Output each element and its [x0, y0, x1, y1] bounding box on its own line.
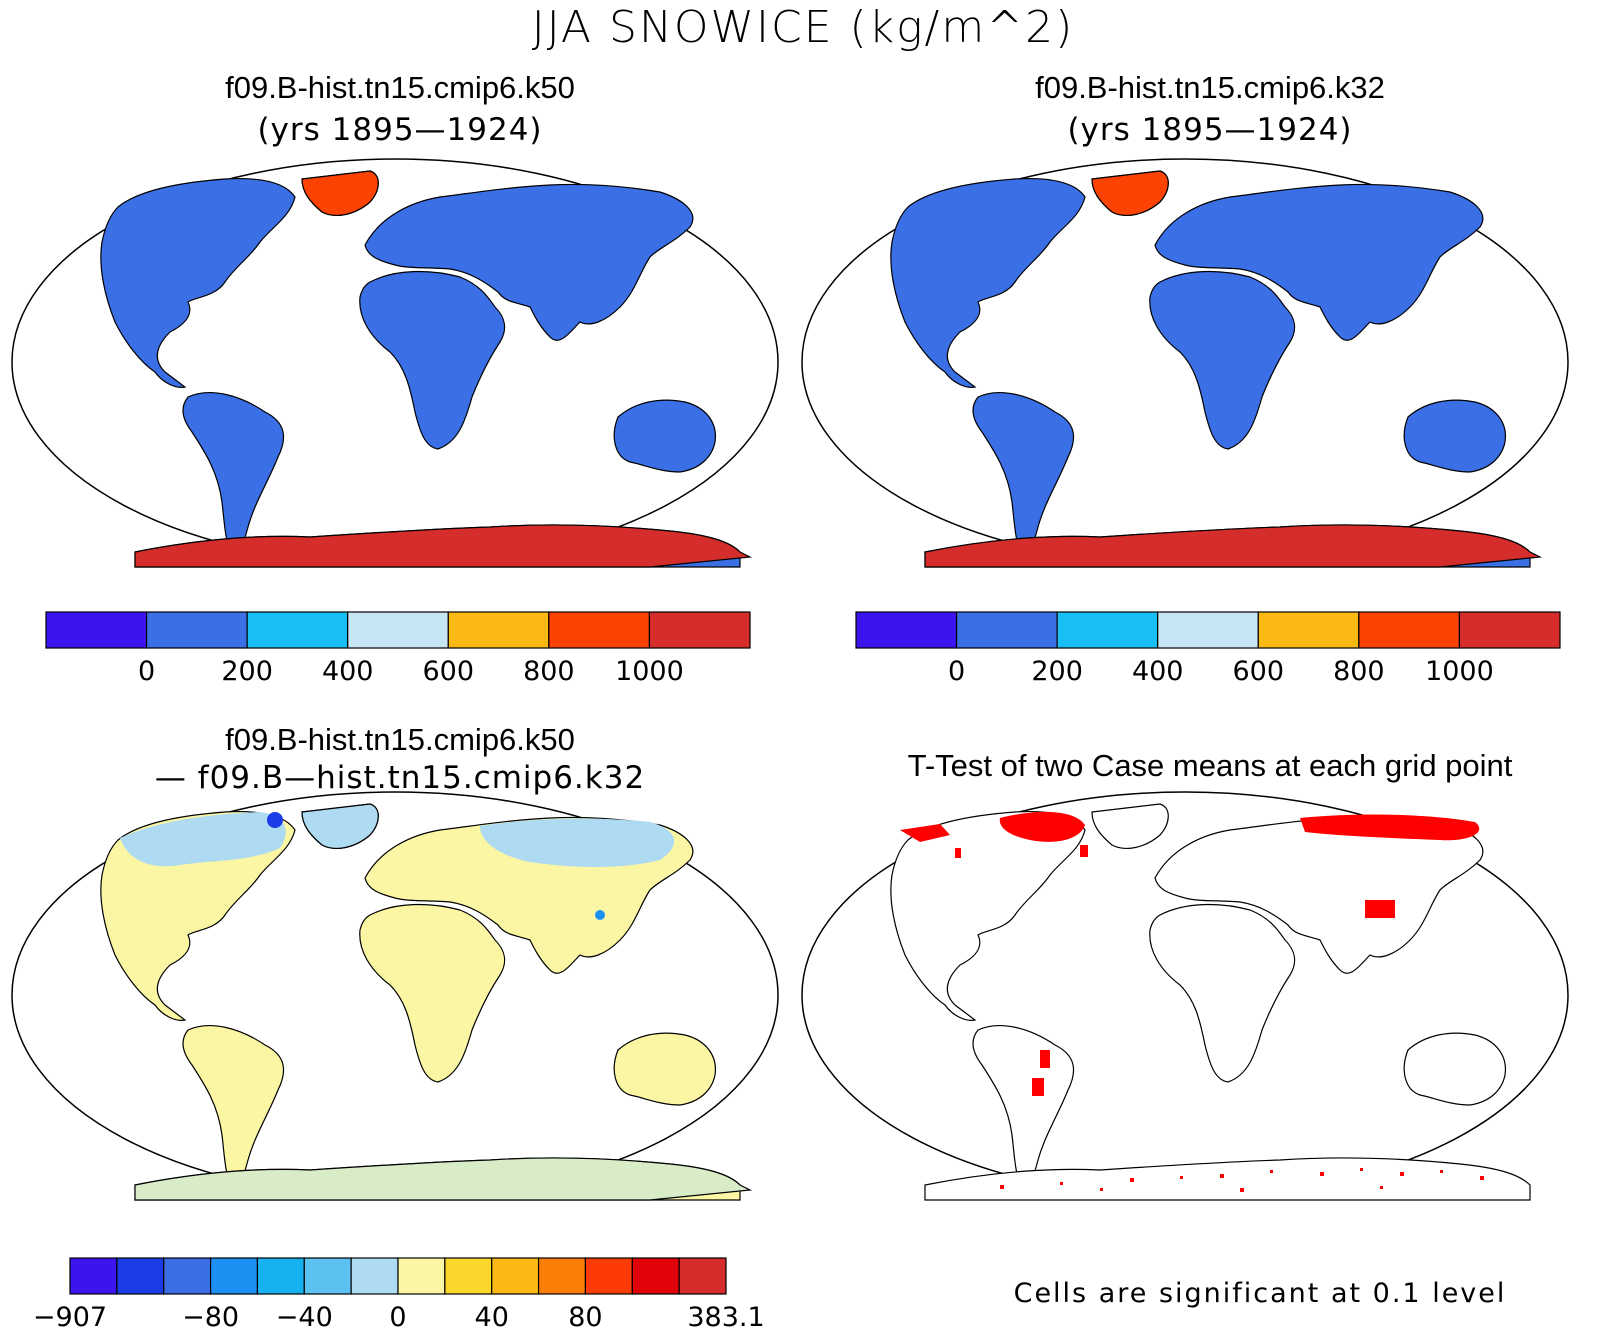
- antarctica-region: [924, 524, 1543, 568]
- antarctica-region: [134, 1157, 753, 1201]
- figure-title: JJA SNOWICE (kg/m^2): [531, 2, 1075, 53]
- map-bottom-left: [11, 791, 779, 1201]
- colorbar-swatch: [246, 611, 349, 649]
- colorbar-swatch: [350, 1257, 399, 1295]
- colorbar-tick-label: 0: [138, 656, 155, 687]
- colorbar-tick-label: −40: [276, 1302, 333, 1327]
- colorbar-diff: −907 −80 −40 0 40 80 383.1: [33, 1257, 765, 1327]
- panel-title-top-right: f09.B-hist.tn15.cmip6.k32: [1035, 70, 1385, 105]
- colorbar-swatch: [1358, 611, 1461, 649]
- colorbar-tick-label: 400: [1132, 656, 1184, 687]
- colorbar-swatch: [631, 1257, 680, 1295]
- colorbar-swatch: [303, 1257, 352, 1295]
- significance-note: Cells are significant at 0.1 level: [1013, 1278, 1507, 1309]
- greenland-region: [301, 803, 379, 849]
- colorbar-tick-label: 600: [1233, 656, 1285, 687]
- panel-subtitle-bottom-left: — f09.B—hist.tn15.cmip6.k32: [154, 760, 646, 796]
- colorbar-swatch: [1458, 611, 1561, 649]
- colorbar-swatch: [537, 1257, 587, 1295]
- colorbar-swatch: [491, 1257, 540, 1295]
- colorbar-mean-left: 0 200 400 600 800 1000: [45, 611, 751, 687]
- colorbar-swatch: [69, 1257, 118, 1295]
- colorbar-swatch: [648, 611, 751, 649]
- colorbar-swatch: [444, 1257, 493, 1295]
- colorbar-tick-label: 383.1: [687, 1302, 764, 1327]
- panel-title-bottom-left: f09.B-hist.tn15.cmip6.k50: [225, 722, 575, 757]
- colorbar-tick-label: 400: [322, 656, 374, 687]
- colorbar-swatch: [1056, 611, 1159, 649]
- colorbar-swatch: [347, 611, 449, 649]
- colorbar-swatch: [955, 611, 1058, 649]
- colorbar-swatch: [45, 611, 148, 649]
- panel-title-bottom-right: T-Test of two Case means at each grid po…: [907, 748, 1513, 783]
- greenland-region: [301, 170, 379, 216]
- colorbar-tick-label: 0: [389, 1302, 406, 1327]
- colorbar-tick-label: 200: [221, 656, 273, 687]
- diff-patch-siberia: [480, 818, 675, 867]
- colorbar-swatch: [163, 1257, 212, 1295]
- colorbar-tick-label: −907: [33, 1302, 107, 1327]
- colorbar-swatch: [678, 1257, 727, 1295]
- colorbar-tick-label: 80: [568, 1302, 602, 1327]
- colorbar-tick-label: 200: [1031, 656, 1083, 687]
- map-top-left: [11, 158, 779, 568]
- colorbar-swatch: [116, 1257, 165, 1295]
- colorbar-swatch: [1257, 611, 1360, 649]
- map-top-right: [801, 158, 1569, 568]
- colorbar-tick-label: 800: [523, 656, 575, 687]
- colorbar-swatch: [548, 611, 651, 649]
- panel-subtitle-top-right: (yrs 1895—1924): [1067, 112, 1353, 148]
- colorbar-tick-label: 40: [475, 1302, 509, 1327]
- diff-negative-spot: [267, 812, 283, 828]
- colorbar-swatch: [447, 611, 550, 649]
- diff-patch-north-america: [120, 812, 286, 867]
- panel-title-top-left: f09.B-hist.tn15.cmip6.k50: [225, 70, 575, 105]
- antarctica-region: [134, 524, 753, 568]
- colorbar-mean-right: 0 200 400 600 800 1000: [855, 611, 1561, 687]
- significant-cells: [900, 811, 1480, 1096]
- panel-subtitle-top-left: (yrs 1895—1924): [257, 112, 543, 148]
- colorbar-tick-label: 1000: [615, 656, 684, 687]
- colorbar-swatch: [256, 1257, 305, 1295]
- colorbar-swatch: [145, 611, 248, 649]
- colorbar-tick-label: 0: [948, 656, 965, 687]
- greenland-region: [1091, 170, 1169, 216]
- map-bottom-right: [801, 791, 1569, 1201]
- colorbar-swatch: [1157, 611, 1259, 649]
- colorbar-tick-label: −80: [182, 1302, 239, 1327]
- colorbar-swatch: [397, 1257, 446, 1295]
- colorbar-swatch: [584, 1257, 633, 1295]
- diff-negative-spot: [595, 910, 605, 920]
- colorbar-tick-label: 600: [423, 656, 475, 687]
- colorbar-tick-label: 800: [1333, 656, 1385, 687]
- colorbar-tick-label: 1000: [1425, 656, 1494, 687]
- colorbar-swatch: [855, 611, 958, 649]
- colorbar-swatch: [209, 1257, 259, 1295]
- significant-cells-antarctica: [1000, 1168, 1484, 1192]
